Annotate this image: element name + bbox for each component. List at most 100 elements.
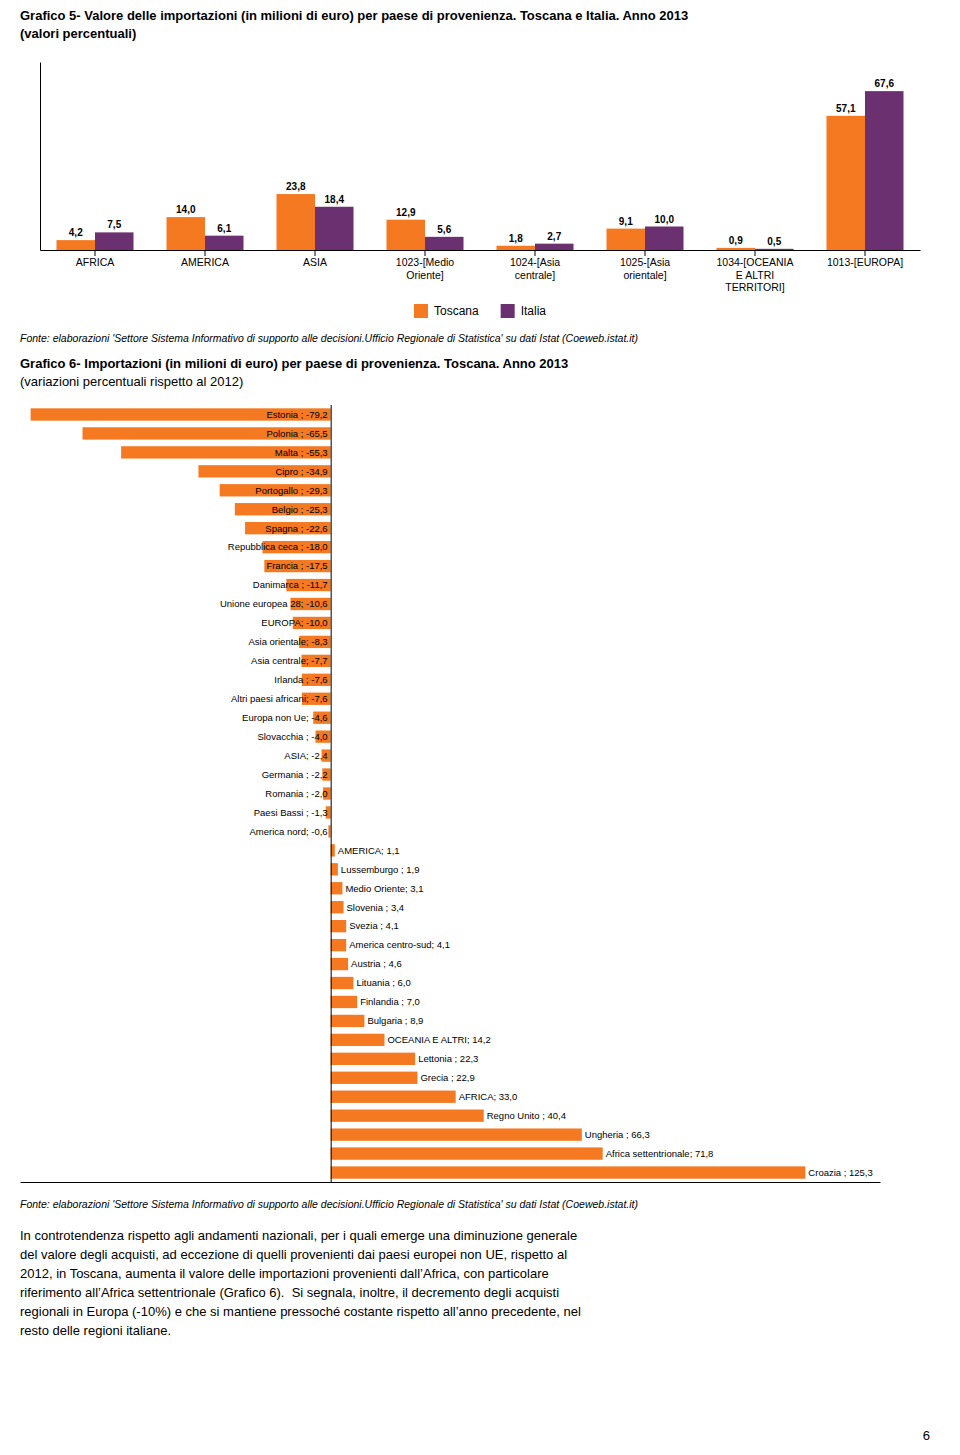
x-tick-mark: [645, 250, 646, 256]
x-tick-mark: [95, 250, 96, 256]
x-tick-label: 1025-[Asiaorientale]: [620, 256, 670, 280]
category-label: Polonia ; -65,5: [266, 428, 327, 439]
data-label: 0,5: [767, 236, 781, 247]
x-tick-label-line: centrale]: [515, 269, 555, 281]
x-tick-mark: [425, 250, 426, 256]
y-axis: [40, 63, 41, 251]
bar: [245, 522, 331, 534]
x-tick-label-line: AFRICA: [76, 256, 115, 268]
x-tick-mark: [865, 250, 866, 256]
body-line: regionali in Europa (-10%) e che si mant…: [20, 1304, 581, 1319]
category-label: Irlanda ; -7,6: [274, 674, 327, 685]
bar: [331, 901, 344, 913]
bar: [331, 939, 347, 951]
bar: [331, 1034, 385, 1046]
bar: [331, 1053, 415, 1065]
x-tick-label-line: 1024-[Asia: [510, 256, 560, 268]
category-label: Medio Oriente; 3,1: [345, 883, 423, 894]
category-label: EUROPA; -10,0: [261, 617, 327, 628]
x-tick-label-line: 1025-[Asia: [620, 256, 670, 268]
bar: [315, 207, 354, 250]
legend-label: Italia: [521, 304, 547, 318]
bar: [331, 882, 343, 894]
category-label: Slovenia ; 3,4: [347, 902, 405, 913]
data-label: 6,1: [217, 223, 231, 234]
category-label: AMERICA; 1,1: [338, 845, 400, 856]
legend-swatch: [501, 304, 515, 318]
bars: [31, 408, 806, 1178]
body-line: 2012, in Toscana, aumenta il valore dell…: [20, 1266, 549, 1281]
bar: [497, 246, 536, 250]
x-tick-mark: [535, 250, 536, 256]
category-label: Unione europea 28; -10,6: [220, 598, 328, 609]
body-line: resto delle regioni italiane.: [20, 1323, 171, 1338]
category-label: Cipro ; -34,9: [275, 466, 327, 477]
bar: [205, 236, 244, 250]
bar: [717, 248, 756, 250]
x-tick-label-line: AMERICA: [181, 256, 229, 268]
bar: [331, 1110, 484, 1122]
x-tick: 1034-[OCEANIAE ALTRITERRITORI]: [716, 250, 793, 293]
category-labels: Estonia ; -79,2Polonia ; -65,5Malta ; -5…: [220, 409, 873, 1178]
data-label: 12,9: [396, 207, 416, 218]
category-label: Lituania ; 6,0: [356, 977, 410, 988]
bar: [31, 408, 331, 420]
x-tick-label-line: orientale]: [623, 269, 666, 281]
body-line: riferimento all’Africa settentrionale (G…: [20, 1285, 559, 1300]
body-text: In controtendenza rispetto agli andament…: [20, 1228, 581, 1338]
bar: [331, 996, 358, 1008]
bar: [331, 863, 338, 875]
x-tick-label: AFRICA: [76, 256, 115, 268]
bar: [331, 1015, 365, 1027]
category-label: Portogallo ; -29,3: [255, 485, 327, 496]
x-axis-line: [41, 250, 921, 251]
category-label: Austria ; 4,6: [351, 958, 402, 969]
x-tick-label: ASIA: [303, 256, 327, 268]
x-tick: 1013-[EUROPA]: [827, 250, 903, 268]
data-label: 9,1: [619, 216, 633, 227]
data-label: 10,0: [655, 214, 675, 225]
category-label: Belgio ; -25,3: [272, 504, 328, 515]
bar: [277, 194, 316, 250]
x-tick-mark: [315, 250, 316, 256]
x-axis: AFRICA AMERICA ASIA 1023-[MedioOriente] 1024…: [41, 250, 921, 293]
x-tick-label: 1024-[Asiacentrale]: [510, 256, 560, 280]
x-tick-label: 1023-[MedioOriente]: [396, 256, 455, 280]
page: Grafico 5- Valore delle importazioni (in…: [0, 0, 960, 1455]
category-label: Asia centrale; -7,7: [251, 655, 328, 666]
category-label: America nord; -0,6: [250, 826, 328, 837]
category-label: Svezia ; 4,1: [349, 920, 399, 931]
x-tick-label-line: E ALTRI: [736, 269, 774, 281]
data-label: 57,1: [836, 103, 856, 114]
bar: [387, 220, 426, 250]
data-label: 7,5: [107, 219, 121, 230]
data-label: 2,7: [547, 231, 561, 242]
category-label: Finlandia ; 7,0: [360, 996, 420, 1007]
bar: [331, 1128, 582, 1140]
chart-title: Grafico 5- Valore delle importazioni (in…: [20, 8, 688, 23]
x-axis-line: [21, 1182, 881, 1183]
x-tick: ASIA: [303, 250, 327, 268]
data-label: 0,9: [729, 235, 743, 246]
data-label: 1,8: [509, 233, 523, 244]
bar: [57, 240, 96, 250]
category-label: Regno Unito ; 40,4: [487, 1110, 566, 1121]
bar: [328, 825, 330, 837]
bar: [607, 229, 646, 250]
x-tick: 1023-[MedioOriente]: [396, 250, 455, 281]
bar: [167, 217, 206, 250]
x-tick-mark: [205, 250, 206, 256]
page-number: 6: [923, 1428, 930, 1443]
category-label: Slovacchia ; -4,0: [257, 731, 327, 742]
chart-title: Grafico 6- Importazioni (in milioni di e…: [20, 356, 568, 371]
bar: [535, 244, 574, 250]
bar: [425, 237, 464, 250]
body-line: del valore degli acquisti, ad eccezione …: [20, 1247, 567, 1262]
x-tick: 1024-[Asiacentrale]: [510, 250, 560, 281]
bar: [331, 920, 347, 932]
bar: [827, 116, 866, 250]
chart-subtitle: (variazioni percentuali rispetto al 2012…: [20, 374, 243, 389]
data-label: 5,6: [437, 224, 451, 235]
category-label: America centro-sud; 4,1: [349, 939, 450, 950]
category-label: Repubblica ceca ; -18,0: [228, 541, 328, 552]
